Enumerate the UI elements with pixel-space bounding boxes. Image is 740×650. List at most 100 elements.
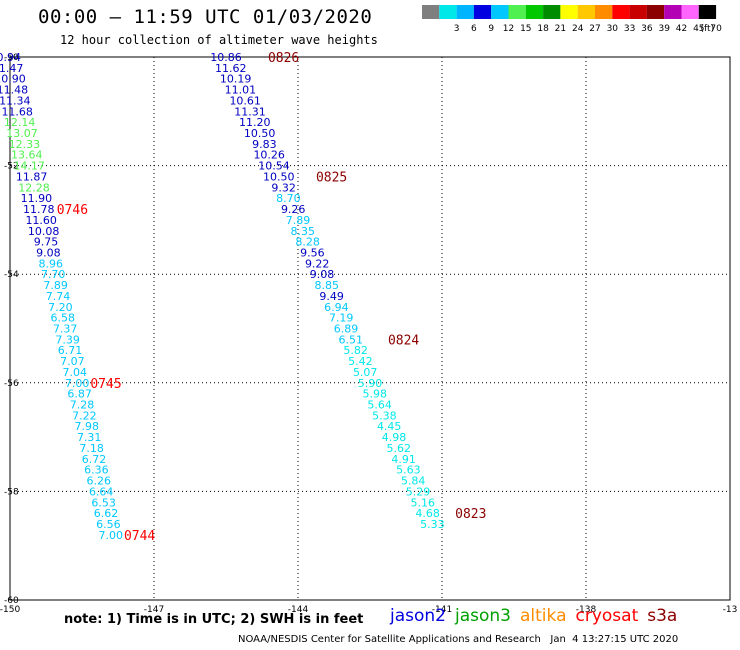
wave-height-value: 5.64 [367,399,392,412]
scale-swatch [629,5,647,19]
wave-height-value: 7.89 [43,279,68,292]
scale-swatch [577,5,595,19]
pass-time-label: 0823 [455,507,486,522]
wave-height-value: 13.64 [11,149,43,162]
wave-height-value: 5.98 [363,388,388,401]
wave-height-value: 11.31 [234,105,266,118]
pass-time-label: 0746 [57,203,88,218]
scale-swatch [525,5,544,19]
wave-height-value: 6.71 [58,344,83,357]
wave-height-value: 7.19 [329,312,354,325]
wave-height-value: 9.83 [252,138,277,151]
wave-height-value: 14.17 [13,160,45,173]
note-text: note: 1) Time is in UTC; 2) SWH is in fe… [64,612,364,627]
pass-time-label: 0745 [90,377,121,392]
scale-swatch [595,5,613,19]
wave-height-value: 7.70 [41,268,66,281]
satellite-legend-s3a: s3a [647,606,678,626]
wave-height-value: 7.28 [70,399,95,412]
pass-time-label: 0826 [268,51,299,66]
scale-label: 27 [589,24,600,34]
wave-height-value: 10.94 [0,51,21,64]
wave-height-value: 5.90 [358,377,383,390]
wave-height-value: 9.56 [300,246,325,259]
wave-height-value: 6.72 [82,453,107,466]
wave-height-value: 11.01 [225,84,257,97]
wave-height-value: 7.20 [48,301,73,314]
pass-time-label: 0825 [316,170,347,185]
wave-height-value: 5.82 [343,344,368,357]
wave-height-value: 6.51 [339,333,364,346]
scale-label: 45 [693,24,704,34]
scale-label: 21 [555,24,566,34]
wave-height-value: 10.86 [210,51,242,64]
scale-swatch [456,5,474,19]
scale-label: 24 [572,24,584,34]
wave-height-value: 10.50 [244,127,276,140]
wave-height-value: 11.20 [239,116,271,129]
credit-text: NOAA/NESDIS Center for Satellite Applica… [238,634,679,645]
scale-label: 42 [676,24,687,34]
wave-height-value: 11.87 [16,170,48,183]
wave-height-value: 6.36 [84,464,109,477]
color-scale: 3 6 9 12 15 18 21 24 27 30 33 36 39 42 45 70(ft) [422,5,722,34]
wave-height-value: 7.18 [79,442,104,455]
wave-height-value: 11.47 [0,62,23,75]
scale-swatch [664,5,682,19]
scale-label: 30 [607,24,619,34]
scale-swatch [422,5,440,19]
wave-height-value: 11.62 [215,62,247,75]
satellite-legend-cryosat: cryosat [575,606,639,626]
wave-height-value: 9.49 [319,290,344,303]
pass-time-label: 0744 [124,529,155,544]
wave-height-value: 9.75 [34,236,59,249]
satellite-legend-jason2: jason2 [390,606,446,626]
wave-height-value: 7.98 [75,420,100,433]
lon-tick-label: -144 [288,605,309,615]
pass-time-label: 0824 [388,333,419,348]
scale-label: 6 [471,24,477,34]
wave-height-value: 6.94 [324,301,349,314]
satellite-legend: jason2 jason3 altika cryosat s3a [390,606,686,626]
scale-unit: (ft) [701,24,715,34]
wave-height-value: 10.26 [253,149,285,162]
lat-tick-label: -50 [4,53,19,63]
wave-height-value: 10.61 [229,94,261,107]
wave-height-value: 9.32 [271,181,296,194]
wave-height-value: 12.28 [18,181,50,194]
wave-height-value: 7.00 [99,529,124,542]
wave-height-value: 5.62 [387,442,412,455]
wave-height-value: 6.62 [94,507,119,520]
wave-height-value: 8.85 [315,279,340,292]
wave-height-value: 5.07 [353,366,378,379]
wave-height-value: 6.64 [89,485,114,498]
scale-label: 70 [710,24,722,34]
wave-height-value: 10.08 [28,225,60,238]
scale-label: 36 [641,24,653,34]
wave-height-value: 8.70 [276,192,301,205]
wave-height-value: 10.54 [258,160,290,173]
lon-tick-label: -141 [432,605,452,615]
wave-height-value: 7.04 [63,366,88,379]
satellite-legend-jason3: jason3 [455,606,511,626]
scale-label: 9 [488,24,494,34]
scale-swatch [491,5,509,19]
wave-height-value: 8.35 [291,225,316,238]
wave-height-value: 7.00 [65,377,90,390]
wave-height-value: 11.68 [1,105,33,118]
wave-height-value: 8.96 [39,257,64,270]
wave-height-value: 5.16 [411,496,436,509]
wave-height-value: 6.53 [91,496,116,509]
scale-label: 15 [520,24,531,34]
scale-swatch [560,5,578,19]
scale-swatch [698,5,717,19]
wave-height-value: 7.74 [46,290,71,303]
wave-height-value: 13.07 [6,127,38,140]
wave-height-value: 7.39 [55,333,80,346]
wave-height-value: 11.60 [25,214,57,227]
wave-height-value: 5.33 [420,518,445,531]
wave-height-value: 7.89 [286,214,311,227]
wave-height-value: 7.07 [60,355,85,368]
lon-tick-label: -13 [723,605,738,615]
scale-swatch [439,5,457,19]
